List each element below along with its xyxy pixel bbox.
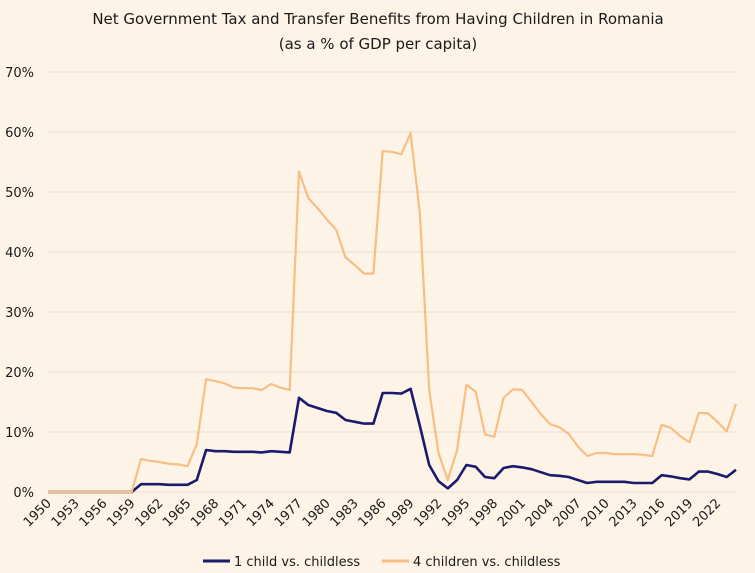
x-tick-label: 1962	[132, 496, 166, 530]
x-tick-label: 1971	[216, 496, 250, 530]
x-tick-label: 2004	[523, 496, 557, 530]
x-tick-label: 1965	[160, 496, 194, 530]
x-tick-label: 2007	[551, 496, 585, 530]
x-tick-label: 1959	[104, 496, 138, 530]
x-tick-label: 1953	[49, 496, 83, 530]
x-tick-label: 1974	[244, 496, 278, 530]
x-tick-label: 1995	[439, 496, 473, 530]
legend-label-4-children: 4 children vs. childless	[413, 555, 561, 570]
x-axis-tick-labels: 1950195319561959196219651968197119741977…	[21, 496, 724, 530]
y-tick-label: 70%	[5, 66, 34, 81]
series-line-4-children	[48, 132, 738, 494]
x-tick-label: 2022	[690, 496, 724, 530]
x-tick-label: 2019	[662, 496, 696, 530]
x-tick-label: 1989	[383, 496, 417, 530]
y-tick-label: 20%	[5, 366, 34, 381]
x-tick-label: 1950	[21, 496, 55, 530]
y-axis-tick-labels: 0% 10% 20% 30% 40% 50% 60% 70%	[5, 66, 34, 501]
x-tick-label: 1968	[188, 496, 222, 530]
y-tick-label: 30%	[5, 306, 34, 321]
y-tick-label: 50%	[5, 186, 34, 201]
chart-title: Net Government Tax and Transfer Benefits…	[92, 10, 663, 28]
y-tick-label: 40%	[5, 246, 34, 261]
x-tick-label: 1986	[356, 496, 390, 530]
gridlines	[48, 71, 736, 493]
y-tick-label: 60%	[5, 126, 34, 141]
x-tick-label: 2001	[495, 496, 529, 530]
series-lines	[48, 132, 738, 494]
x-tick-label: 2010	[579, 496, 613, 530]
x-tick-label: 1992	[411, 496, 445, 530]
legend-label-1-child: 1 child vs. childless	[234, 555, 360, 570]
x-tick-label: 2013	[607, 496, 641, 530]
x-tick-label: 1956	[77, 496, 111, 530]
x-tick-label: 2016	[634, 496, 668, 530]
series-line-1-child	[48, 387, 737, 494]
y-tick-label: 10%	[5, 426, 34, 441]
x-tick-label: 1998	[467, 496, 501, 530]
chart-subtitle: (as a % of GDP per capita)	[279, 35, 478, 53]
y-tick-label: 0%	[13, 486, 34, 501]
x-tick-label: 1983	[328, 496, 362, 530]
x-tick-label: 1980	[300, 496, 334, 530]
x-tick-label: 1977	[272, 496, 306, 530]
legend: 1 child vs. childless 4 children vs. chi…	[203, 555, 561, 570]
